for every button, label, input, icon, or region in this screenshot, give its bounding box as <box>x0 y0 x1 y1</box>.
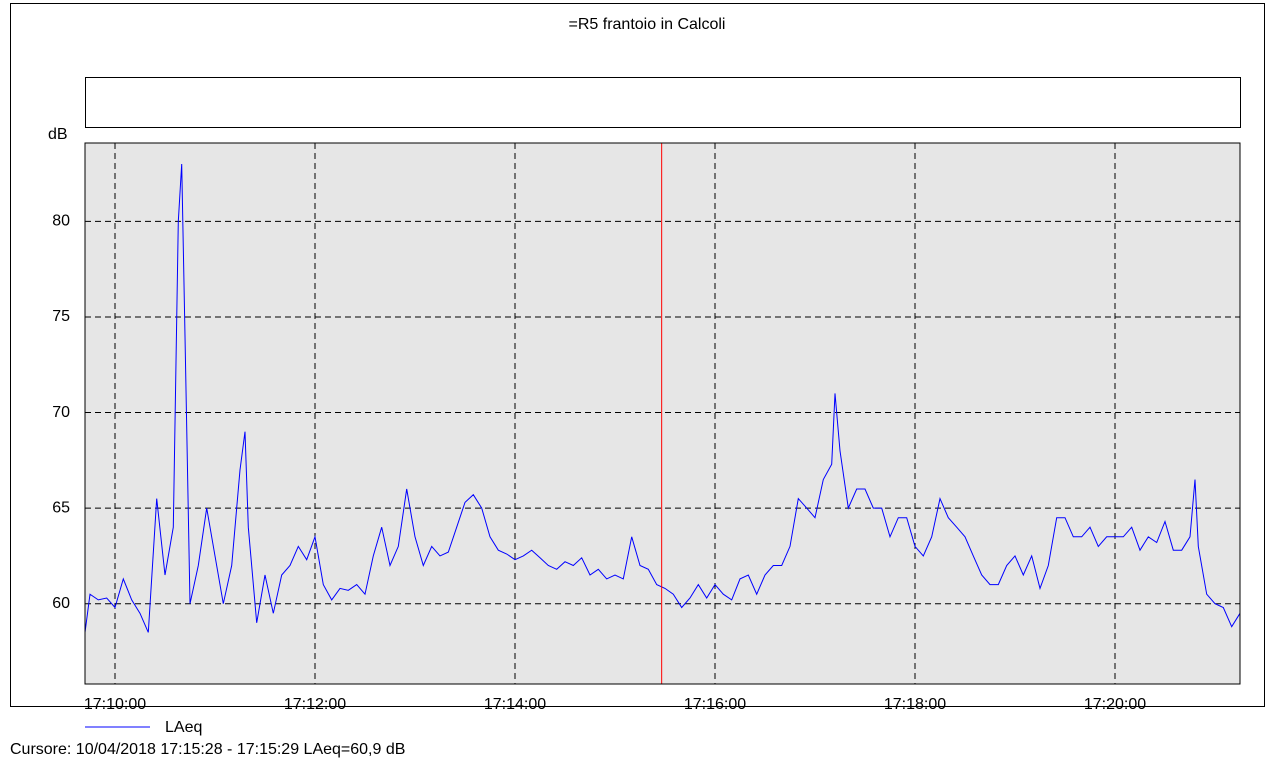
x-tick-label: 17:20:00 <box>1084 696 1146 713</box>
data-line <box>84 163 1241 633</box>
chart-title: =R5 frantoio in Calcoli <box>569 16 726 33</box>
x-tick-label: 17:14:00 <box>484 696 546 713</box>
plot-border <box>84 142 1241 685</box>
y-tick-label: 65 <box>52 499 70 516</box>
x-tick-label: 17:16:00 <box>684 696 746 713</box>
cursor-text: Cursore: 10/04/2018 17:15:28 - 17:15:29 … <box>10 741 405 758</box>
y-tick-label: 75 <box>52 308 70 325</box>
frame <box>10 3 1265 707</box>
x-tick-label: 17:18:00 <box>884 696 946 713</box>
legend-label: LAeq <box>165 719 202 736</box>
plot-area <box>84 142 1241 685</box>
y-tick-label: 60 <box>52 595 70 612</box>
header-box <box>85 77 1241 128</box>
y-tick-label: 70 <box>52 404 70 421</box>
y-tick-label: 80 <box>52 213 70 230</box>
y-axis-label: dB <box>48 126 68 143</box>
x-tick-label: 17:10:00 <box>84 696 146 713</box>
x-tick-label: 17:12:00 <box>284 696 346 713</box>
